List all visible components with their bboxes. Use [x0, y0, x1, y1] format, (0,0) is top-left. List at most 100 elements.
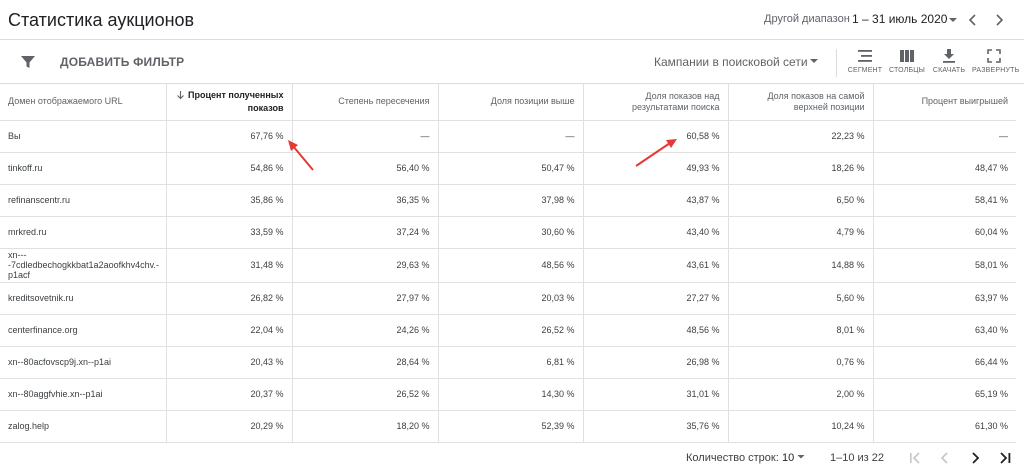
cell-impression-share: 35,86 %	[166, 184, 293, 217]
cell-domain[interactable]: centerfinance.org	[0, 314, 167, 347]
columns-button[interactable]: СТОЛБЦЫ	[885, 46, 929, 80]
cell-abs-top-of-page-rate: 22,23 %	[728, 120, 874, 153]
top-bar: Статистика аукционов Другой диапазон 1 –…	[0, 0, 1024, 40]
cell-top-of-page-rate: 60,58 %	[583, 120, 729, 153]
cell-impression-share: 20,37 %	[166, 378, 293, 411]
table-row: kreditsovetnik.ru 26,82 % 27,97 % 20,03 % 27…	[0, 282, 1016, 315]
cell-overlap-rate: 18,20 %	[292, 410, 439, 443]
cell-top-of-page-rate: 27,27 %	[583, 282, 729, 315]
chevron-right-icon[interactable]	[964, 447, 986, 469]
cell-overlap-rate: 36,35 %	[292, 184, 439, 217]
table-row: centerfinance.org 22,04 % 24,26 % 26,52 % 48…	[0, 314, 1016, 347]
cell-position-above-rate: 20,03 %	[438, 282, 584, 315]
cell-impression-share: 20,29 %	[166, 410, 293, 443]
arrow-drop-down-icon[interactable]	[794, 450, 808, 464]
cell-outranking-share: 63,97 %	[873, 282, 1016, 315]
cell-abs-top-of-page-rate: 10,24 %	[728, 410, 874, 443]
cell-position-above-rate: 48,56 %	[438, 248, 584, 283]
segment-label: СЕГМЕНТ	[847, 67, 883, 74]
cell-top-of-page-rate: 43,87 %	[583, 184, 729, 217]
date-range-label[interactable]: Другой диапазон	[764, 13, 850, 25]
fullscreen-button[interactable]: РАЗВЕРНУТЬ	[972, 46, 1020, 80]
cell-domain[interactable]: zalog.help	[0, 410, 167, 443]
segment-icon	[858, 50, 872, 62]
cell-outranking-share: 60,04 %	[873, 216, 1016, 249]
cell-overlap-rate: 24,26 %	[292, 314, 439, 347]
fullscreen-icon	[987, 49, 1001, 63]
cell-position-above-rate: 14,30 %	[438, 378, 584, 411]
cell-top-of-page-rate: 35,76 %	[583, 410, 729, 443]
chevron-left-icon[interactable]	[934, 447, 956, 469]
first-page-icon[interactable]	[904, 447, 926, 469]
cell-outranking-share: 65,19 %	[873, 378, 1016, 411]
cell-abs-top-of-page-rate: 2,00 %	[728, 378, 874, 411]
cell-abs-top-of-page-rate: 5,60 %	[728, 282, 874, 315]
column-header-outranking-share[interactable]: Процент выигрышей	[873, 84, 1016, 121]
chevron-left-icon[interactable]	[962, 9, 984, 31]
cell-position-above-rate: 6,81 %	[438, 346, 584, 379]
download-button[interactable]: СКАЧАТЬ	[927, 46, 971, 80]
cell-domain[interactable]: refinanscentr.ru	[0, 184, 167, 217]
cell-position-above-rate: 30,60 %	[438, 216, 584, 249]
last-page-icon[interactable]	[994, 447, 1016, 469]
cell-domain[interactable]: kreditsovetnik.ru	[0, 282, 167, 315]
download-icon	[943, 49, 955, 63]
auction-insights-table: Домен отображаемого URL Процент полученн…	[0, 84, 1016, 443]
cell-overlap-rate: 28,64 %	[292, 346, 439, 379]
cell-domain[interactable]: Вы	[0, 120, 167, 153]
rows-per-page-select[interactable]: 10	[782, 452, 795, 464]
cell-impression-share: 20,43 %	[166, 346, 293, 379]
columns-label: СТОЛБЦЫ	[888, 67, 926, 74]
cell-domain[interactable]: tinkoff.ru	[0, 152, 167, 185]
table-row: xn--80aggfvhie.xn--p1ai 20,37 % 26,52 % 14,…	[0, 378, 1016, 411]
cell-position-above-rate: —	[438, 120, 584, 153]
cell-abs-top-of-page-rate: 4,79 %	[728, 216, 874, 249]
cell-domain[interactable]: xn--80aggfvhie.xn--p1ai	[0, 378, 167, 411]
toolbar: ДОБАВИТЬ ФИЛЬТР Кампании в поисковой сет…	[0, 41, 1024, 84]
table-row: Вы 67,76 % — —60,58 % 22,23 % —	[0, 120, 1016, 153]
column-header-overlap-rate[interactable]: Степень пересечения	[292, 84, 439, 121]
cell-position-above-rate: 37,98 %	[438, 184, 584, 217]
table-header-row: Домен отображаемого URL Процент полученн…	[0, 84, 1016, 121]
cell-impression-share: 22,04 %	[166, 314, 293, 347]
page-title: Статистика аукционов	[8, 10, 195, 30]
rows-per-page-label: Количество строк:	[686, 452, 779, 464]
cell-domain[interactable]: mrkred.ru	[0, 216, 167, 249]
column-header-domain[interactable]: Домен отображаемого URL	[0, 84, 167, 121]
cell-outranking-share: 58,41 %	[873, 184, 1016, 217]
cell-domain[interactable]: xn--80acfovscp9j.xn--p1ai	[0, 346, 167, 379]
cell-overlap-rate: 26,52 %	[292, 378, 439, 411]
cell-abs-top-of-page-rate: 6,50 %	[728, 184, 874, 217]
pagination-bar: Количество строк: 10 1–10 из 22	[0, 440, 1024, 473]
cell-overlap-rate: —	[292, 120, 439, 153]
add-filter-button[interactable]: ДОБАВИТЬ ФИЛЬТР	[60, 55, 185, 69]
cell-overlap-rate: 56,40 %	[292, 152, 439, 185]
cell-top-of-page-rate: 48,56 %	[583, 314, 729, 347]
arrow-drop-down-icon[interactable]	[944, 11, 962, 29]
cell-overlap-rate: 27,97 %	[292, 282, 439, 315]
cell-domain[interactable]: xn----7cdledbechogkkbat1a2aoofkhv4chv.-p…	[0, 248, 167, 283]
column-header-impression-share[interactable]: Процент полученных показов	[166, 84, 293, 121]
cell-position-above-rate: 50,47 %	[438, 152, 584, 185]
cell-outranking-share: 58,01 %	[873, 248, 1016, 283]
cell-top-of-page-rate: 26,98 %	[583, 346, 729, 379]
cell-overlap-rate: 29,63 %	[292, 248, 439, 283]
fullscreen-label: РАЗВЕРНУТЬ	[972, 67, 1020, 74]
segment-button[interactable]: СЕГМЕНТ	[843, 46, 887, 80]
column-header-abs-top-of-page-rate[interactable]: Доля показов на самой верхней позиции	[728, 84, 874, 121]
cell-abs-top-of-page-rate: 8,01 %	[728, 314, 874, 347]
cell-top-of-page-rate: 43,61 %	[583, 248, 729, 283]
column-header-top-of-page-rate[interactable]: Доля показов над результатами поиска	[583, 84, 729, 121]
cell-impression-share: 67,76 %	[166, 120, 293, 153]
table-row: zalog.help 20,29 % 18,20 % 52,39 % 35,76 % 10…	[0, 410, 1016, 443]
filter-icon[interactable]	[18, 52, 38, 72]
cell-outranking-share: 66,44 %	[873, 346, 1016, 379]
column-header-position-above-rate[interactable]: Доля позиции выше	[438, 84, 584, 121]
cell-impression-share: 54,86 %	[166, 152, 293, 185]
campaign-type-select[interactable]: Кампании в поисковой сети	[654, 55, 808, 69]
arrow-drop-down-icon[interactable]	[806, 53, 822, 69]
cell-outranking-share: 48,47 %	[873, 152, 1016, 185]
date-range-value[interactable]: 1 – 31 июль 2020	[852, 12, 948, 26]
chevron-right-icon[interactable]	[988, 9, 1010, 31]
table-row: xn--80acfovscp9j.xn--p1ai 20,43 % 28,64 % 6…	[0, 346, 1016, 379]
